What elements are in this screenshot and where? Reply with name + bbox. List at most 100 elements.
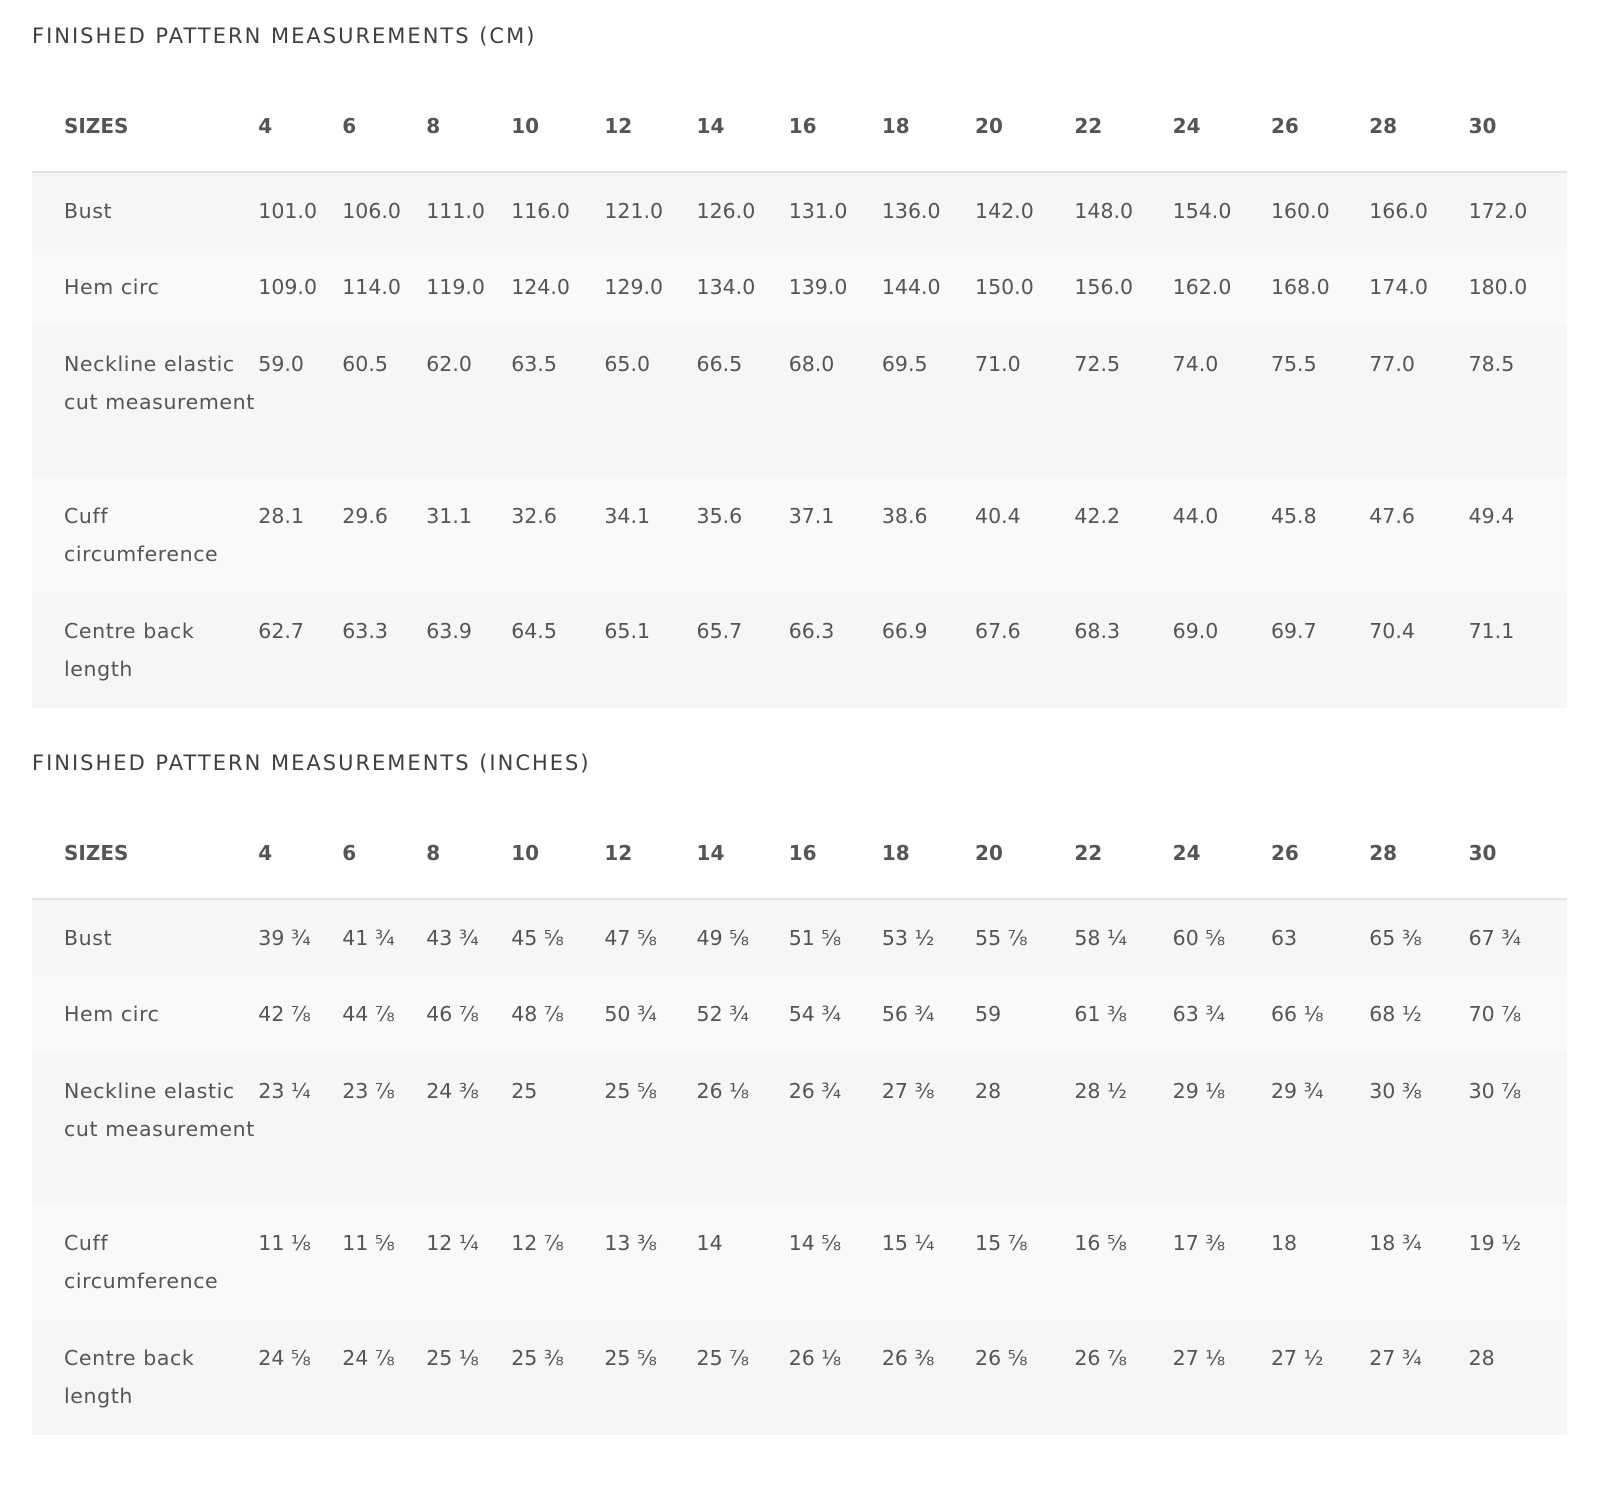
measurement-cell: 119.0 bbox=[426, 275, 485, 299]
measurement-cell: 168.0 bbox=[1270, 275, 1330, 299]
measurement-cell: 14 bbox=[696, 1231, 723, 1255]
row-label: Neckline elastic cut measurement bbox=[64, 352, 255, 414]
measurement-cell: 162.0 bbox=[1172, 275, 1232, 299]
row-label: Hem circ bbox=[64, 1002, 160, 1026]
measurement-cell: 42.2 bbox=[1074, 504, 1121, 528]
measurement-cell: 121.0 bbox=[604, 199, 664, 223]
measurement-cell: 44 ⅞ bbox=[342, 1002, 395, 1026]
measurement-cell: 62.7 bbox=[258, 619, 304, 643]
measurement-cell: 30 ⅜ bbox=[1369, 1079, 1422, 1103]
measurement-cell: 65 ⅜ bbox=[1369, 926, 1422, 950]
measurement-cell: 28.1 bbox=[258, 504, 304, 528]
measurement-cell: 148.0 bbox=[1074, 199, 1134, 223]
measurement-cell: 17 ⅜ bbox=[1172, 1231, 1226, 1255]
measurement-cell: 31.1 bbox=[426, 504, 472, 528]
table-row: Centre back length 62.7 63.3 63.9 64.5 65.1 65… bbox=[32, 593, 1567, 708]
size-header-18: 18 bbox=[881, 113, 910, 138]
measurement-cell: 47 ⅝ bbox=[604, 926, 657, 950]
size-header-26: 26 bbox=[1270, 113, 1299, 138]
measurement-cell: 68 ½ bbox=[1369, 1002, 1422, 1026]
measurement-cell: 47.6 bbox=[1369, 504, 1415, 528]
size-header-10: 10 bbox=[511, 840, 540, 865]
measurement-cell: 16 ⅝ bbox=[1074, 1231, 1127, 1255]
measurement-cell: 48 ⅞ bbox=[511, 1002, 564, 1026]
measurement-cell: 71.0 bbox=[975, 352, 1021, 376]
measurement-cell: 26 ⅞ bbox=[1074, 1346, 1127, 1370]
measurement-cell: 101.0 bbox=[258, 199, 317, 223]
measurement-cell: 27 ¾ bbox=[1369, 1346, 1422, 1370]
measurement-cell: 74.0 bbox=[1172, 352, 1219, 376]
measurement-cell: 174.0 bbox=[1369, 275, 1428, 299]
size-header-30: 30 bbox=[1468, 113, 1497, 138]
measurement-cell: 150.0 bbox=[975, 275, 1034, 299]
measurement-cell: 139.0 bbox=[788, 275, 848, 299]
measurement-cell: 53 ½ bbox=[881, 926, 935, 950]
measurement-cell: 61 ⅜ bbox=[1074, 1002, 1127, 1026]
measurement-cell: 23 ⅞ bbox=[342, 1079, 395, 1103]
size-header-28: 28 bbox=[1369, 840, 1398, 865]
table-row: Hem circ 109.0 114.0 119.0 124.0 129.0 134.0 13… bbox=[32, 249, 1567, 326]
measurement-cell: 129.0 bbox=[604, 275, 664, 299]
measurement-cell: 63.9 bbox=[426, 619, 472, 643]
measurement-cell: 27 ½ bbox=[1270, 1346, 1324, 1370]
measurement-cell: 26 ⅛ bbox=[696, 1079, 750, 1103]
size-header-16: 16 bbox=[788, 840, 817, 865]
measurement-cell: 25 ⅛ bbox=[426, 1346, 479, 1370]
measurement-cell: 35.6 bbox=[696, 504, 743, 528]
measurement-cell: 52 ¾ bbox=[696, 1002, 750, 1026]
measurement-cell: 126.0 bbox=[696, 199, 756, 223]
measurement-cell: 24 ⅜ bbox=[426, 1079, 479, 1103]
measurement-cell: 180.0 bbox=[1468, 275, 1528, 299]
row-label: Hem circ bbox=[64, 275, 160, 299]
size-header-18: 18 bbox=[881, 840, 910, 865]
measurement-cell: 46 ⅞ bbox=[426, 1002, 479, 1026]
cm-header-row: SIZES 4 6 8 10 12 14 16 18 20 22 24 26 28 30 bbox=[32, 80, 1567, 172]
measurement-cell: 136.0 bbox=[881, 199, 941, 223]
measurement-cell: 66.5 bbox=[696, 352, 743, 376]
measurement-cell: 66.9 bbox=[881, 619, 928, 643]
size-header-14: 14 bbox=[696, 113, 725, 138]
measurement-cell: 60 ⅝ bbox=[1172, 926, 1226, 950]
measurement-cell: 49.4 bbox=[1468, 504, 1515, 528]
measurement-cell: 166.0 bbox=[1369, 199, 1428, 223]
measurement-cell: 77.0 bbox=[1369, 352, 1415, 376]
measurement-cell: 37.1 bbox=[788, 504, 835, 528]
measurement-cell: 156.0 bbox=[1074, 275, 1134, 299]
measurement-cell: 114.0 bbox=[342, 275, 401, 299]
size-header-26: 26 bbox=[1270, 840, 1299, 865]
measurement-cell: 19 ½ bbox=[1468, 1231, 1522, 1255]
size-header-16: 16 bbox=[788, 113, 817, 138]
measurement-cell: 66 ⅛ bbox=[1270, 1002, 1324, 1026]
inches-header-row: SIZES 4 6 8 10 12 14 16 18 20 22 24 26 28 30 bbox=[32, 807, 1567, 899]
size-header-6: 6 bbox=[342, 840, 357, 865]
measurement-cell: 56 ¾ bbox=[881, 1002, 935, 1026]
row-label: Cuff circumference bbox=[64, 1231, 219, 1293]
measurement-cell: 109.0 bbox=[258, 275, 317, 299]
size-header-6: 6 bbox=[342, 113, 357, 138]
measurement-cell: 63 ¾ bbox=[1172, 1002, 1226, 1026]
measurement-cell: 25 ⅝ bbox=[604, 1079, 657, 1103]
table-row: Bust 101.0 106.0 111.0 116.0 121.0 126.0 131.0 1… bbox=[32, 172, 1567, 249]
measurement-cell: 39 ¾ bbox=[258, 926, 311, 950]
measurement-cell: 124.0 bbox=[511, 275, 570, 299]
sizes-header: SIZES bbox=[64, 840, 129, 865]
measurement-cell: 58 ¼ bbox=[1074, 926, 1127, 950]
measurement-cell: 28 bbox=[1468, 1346, 1495, 1370]
table-row: Bust 39 ¾ 41 ¾ 43 ¾ 45 ⅝ 47 ⅝ 49 ⅝ 51 ⅝ 53 ½ 55 ⅞… bbox=[32, 899, 1567, 976]
cm-measurements-table: SIZES 4 6 8 10 12 14 16 18 20 22 24 26 28 30 Bust 101.0… bbox=[32, 80, 1567, 708]
measurement-cell: 63.5 bbox=[511, 352, 557, 376]
measurement-cell: 18 bbox=[1270, 1231, 1298, 1255]
measurement-cell: 11 ⅝ bbox=[342, 1231, 395, 1255]
measurement-cell: 59 bbox=[975, 1002, 1002, 1026]
measurement-cell: 69.7 bbox=[1270, 619, 1317, 643]
measurement-cell: 41 ¾ bbox=[342, 926, 395, 950]
measurement-cell: 30 ⅞ bbox=[1468, 1079, 1522, 1103]
measurement-cell: 67 ¾ bbox=[1468, 926, 1522, 950]
size-header-10: 10 bbox=[511, 113, 540, 138]
measurement-cell: 12 ⅞ bbox=[511, 1231, 564, 1255]
sizes-header: SIZES bbox=[64, 113, 129, 138]
measurement-cell: 25 ⅞ bbox=[696, 1346, 750, 1370]
measurement-cell: 34.1 bbox=[604, 504, 651, 528]
size-header-28: 28 bbox=[1369, 113, 1398, 138]
